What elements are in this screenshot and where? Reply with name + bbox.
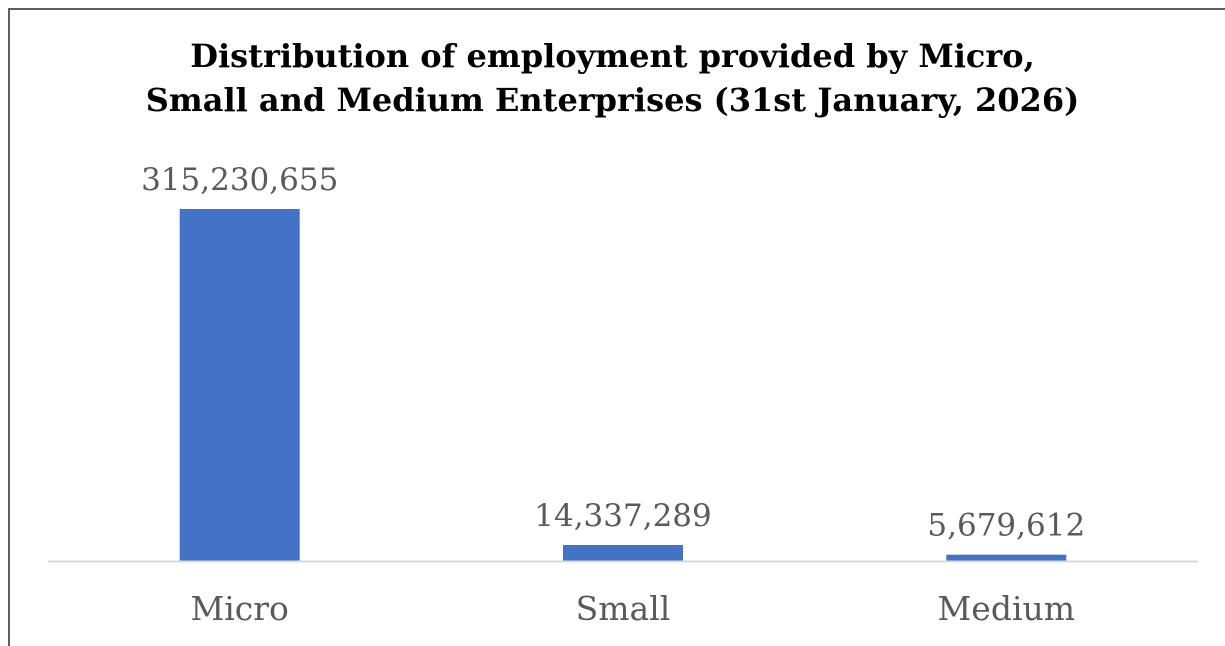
- chart-title-line-1: Distribution of employment provided by M…: [190, 37, 1035, 75]
- data-label-medium: 5,679,612: [927, 508, 1085, 544]
- bar-small: [563, 545, 683, 561]
- x-tick-label-medium: Medium: [938, 589, 1076, 628]
- chart-title: Distribution of employment provided by M…: [0, 34, 1225, 122]
- bar-medium: [946, 554, 1067, 561]
- data-label-small: 14,337,289: [534, 498, 712, 534]
- x-tick-label-micro: Micro: [190, 589, 288, 628]
- data-label-micro: 315,230,655: [141, 162, 338, 198]
- chart-title-line-2: Small and Medium Enterprises (31st Janua…: [145, 81, 1080, 119]
- x-tick-label-small: Small: [576, 589, 671, 628]
- bar-micro: [179, 209, 300, 561]
